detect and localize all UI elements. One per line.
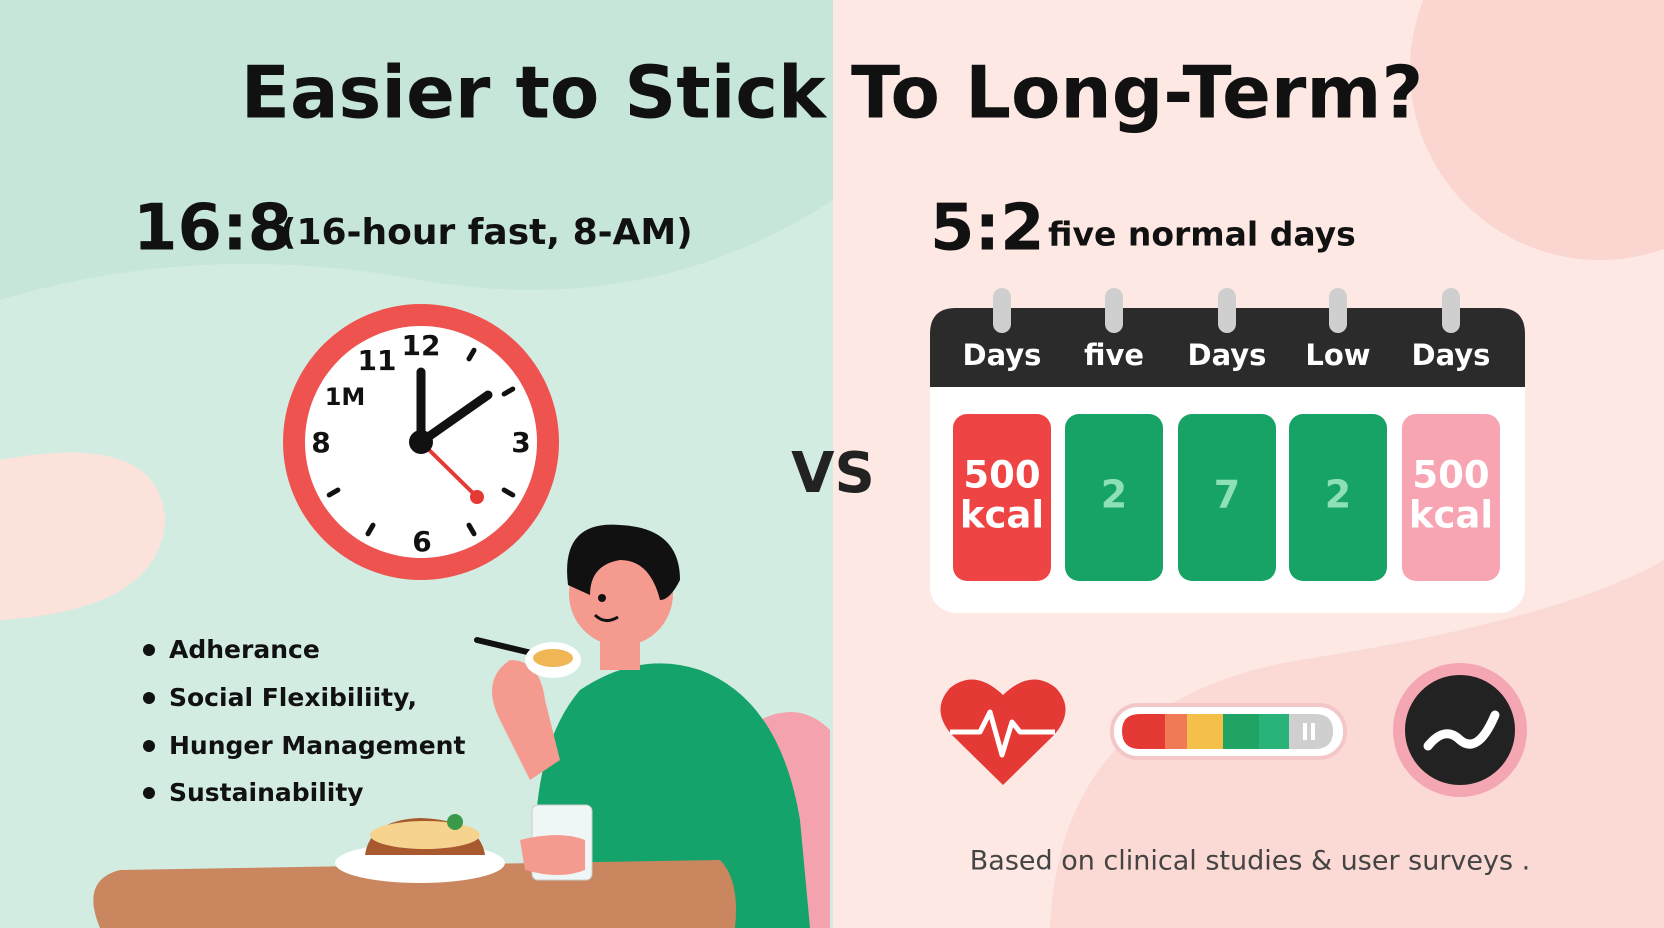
bullet: Social Flexibiliity,: [169, 683, 417, 712]
bullet-dot: [143, 692, 155, 704]
calendar-ring: [993, 288, 1011, 333]
bullet-dot: [143, 644, 155, 656]
left-blob: [0, 0, 833, 300]
mood-icon: [1405, 675, 1515, 785]
clock-tick: [501, 386, 516, 397]
calendar-cell: [1065, 414, 1163, 581]
calendar-cell-label: kcal: [960, 494, 1044, 537]
calendar-cell: [1289, 414, 1387, 581]
heart-icon: [940, 679, 1066, 785]
calendar-header-label: Days: [1188, 338, 1267, 372]
progress-segments: [1122, 714, 1333, 749]
clock-label: 3: [511, 426, 530, 459]
right-blob: [1410, 0, 1664, 260]
clock-label: 1M: [325, 383, 366, 411]
right-bottom-blob: [1050, 560, 1664, 928]
clock-tick: [365, 522, 376, 537]
versus: VS: [791, 441, 875, 506]
clock-tick: [466, 522, 477, 537]
calendar-cell-label: 2: [1101, 473, 1127, 517]
calendar-header: [930, 308, 1525, 387]
footer-note: Based on clinical studies & user surveys…: [970, 846, 1530, 877]
left-subheading: (16-hour fast, 8-AM): [280, 212, 693, 253]
calendar-cell: [953, 414, 1051, 581]
bullet-dot: [143, 740, 155, 752]
clock-label: 11: [358, 344, 397, 377]
left-pink-blob: [0, 452, 165, 620]
right-subheading: five normal days: [1048, 215, 1356, 254]
calendar-header-label: Low: [1305, 338, 1370, 372]
calendar-cell: [1178, 414, 1276, 581]
calendar-ring: [1329, 288, 1347, 333]
second-hand: [419, 440, 479, 499]
second-hand-tip: [470, 490, 484, 504]
calendar-header-label: Days: [1412, 338, 1491, 372]
calendar-header-label: five: [1084, 338, 1144, 372]
bullet-dot: [143, 787, 155, 799]
calendar-cell-label: kcal: [1409, 494, 1493, 537]
clock-tick: [466, 347, 477, 362]
calendar-cell-label: 500: [1412, 454, 1489, 497]
mood-icon-wave: [1423, 710, 1500, 751]
heartbeat-line: [950, 709, 1055, 758]
clock-label: 6: [412, 525, 431, 558]
calendar-cell: [1402, 414, 1500, 581]
clock-center: [409, 430, 433, 454]
person-illustration: [93, 524, 830, 928]
right-heading: 5:2: [930, 192, 1045, 266]
left-heading: 16:8: [133, 192, 292, 266]
clock-label: 12: [402, 329, 441, 362]
calendar-cell-label: 500: [963, 454, 1040, 497]
calendar-cell-label: 7: [1214, 473, 1240, 517]
calendar-ring: [1442, 288, 1460, 333]
bullet: Hunger Management: [169, 731, 465, 760]
clock-tick: [501, 487, 516, 498]
calendar-header-label: Days: [963, 338, 1042, 372]
calendar-ring: [1105, 288, 1123, 333]
clock-tick: [326, 487, 341, 498]
clock-ticks: [326, 347, 516, 537]
calendar-cell-label: 2: [1325, 473, 1351, 517]
bullet: Sustainability: [169, 778, 364, 807]
title: Easier to Stick To Long-Term?: [241, 51, 1423, 135]
clock-label: 8: [311, 426, 330, 459]
calendar-ring: [1218, 288, 1236, 333]
hour-hand: [416, 390, 493, 447]
bullet: Adherance: [169, 635, 320, 664]
